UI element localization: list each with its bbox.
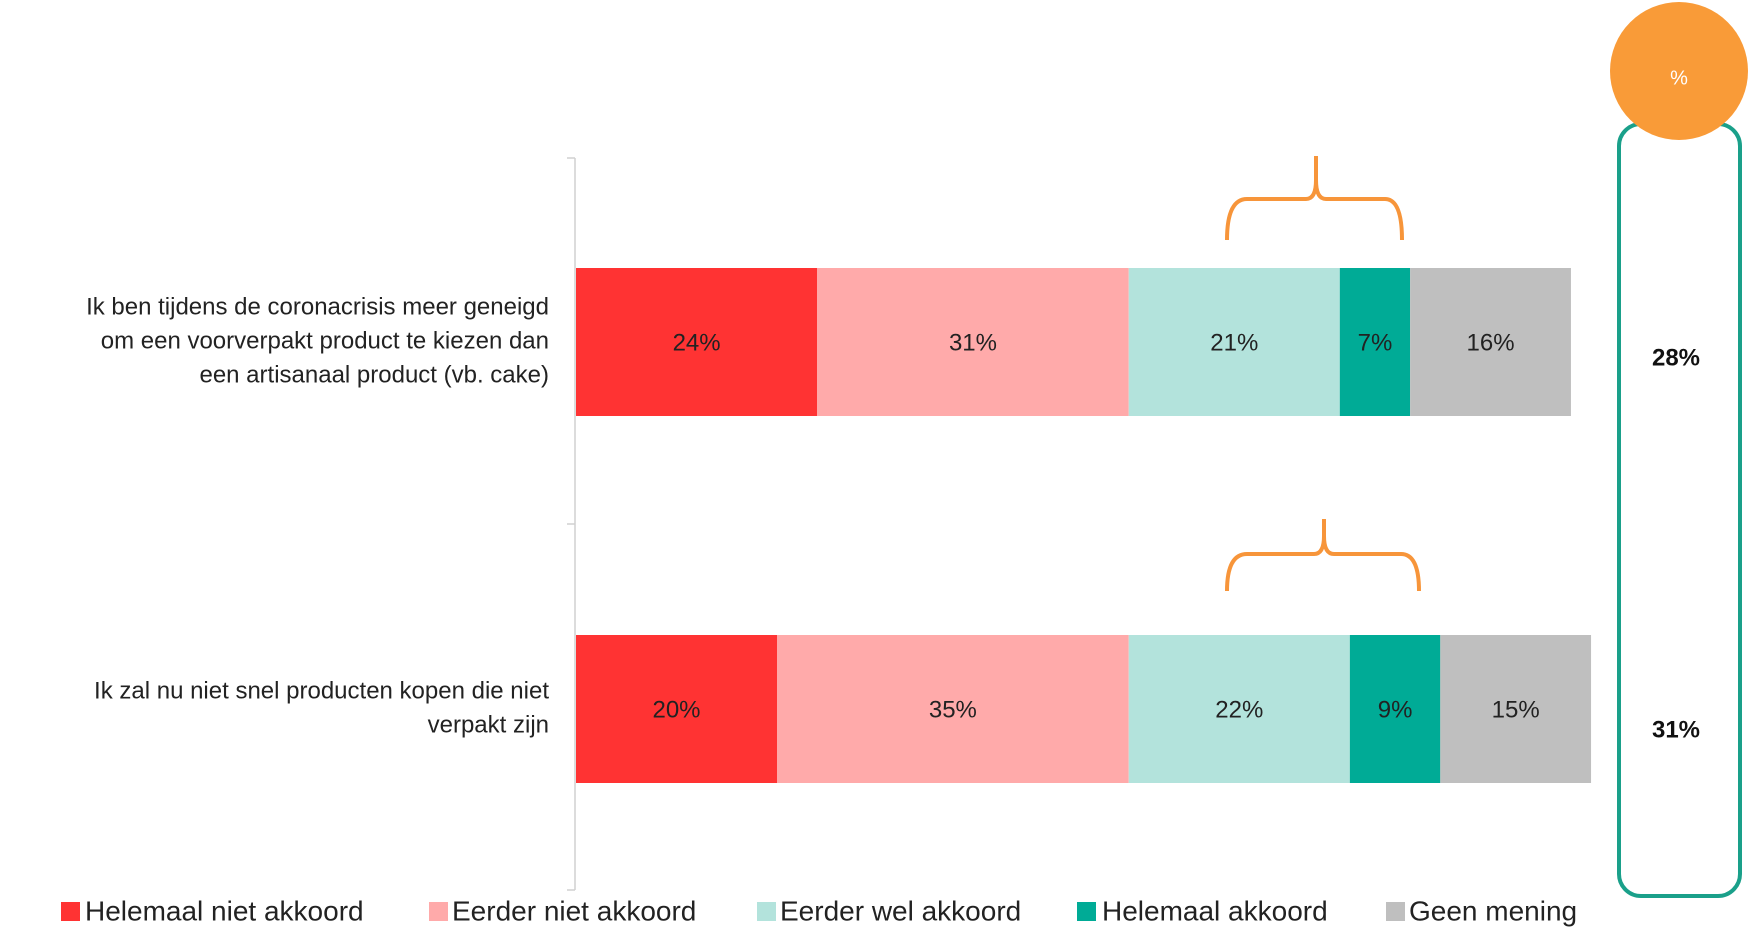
- bar-segment: [576, 268, 818, 416]
- category-label: een artisanaal product (vb. cake): [199, 361, 549, 388]
- bar-segment: [1128, 268, 1340, 416]
- data-label: 16%: [1467, 329, 1515, 356]
- category-label: Ik ben tijdens de coronacrisis meer gene…: [86, 293, 549, 320]
- legend-label: Helemaal akkoord: [1102, 895, 1328, 926]
- legend-swatch: [1386, 902, 1405, 921]
- data-label: 15%: [1492, 696, 1540, 723]
- data-label: 22%: [1215, 696, 1263, 723]
- category-label: verpakt zijn: [428, 711, 549, 738]
- legend-label: Geen mening: [1409, 895, 1577, 926]
- legend-label: Eerder niet akkoord: [452, 895, 696, 926]
- data-label: 31%: [949, 329, 997, 356]
- legend-swatch: [61, 902, 80, 921]
- bar-segment: [1410, 268, 1571, 416]
- bar-segment: [1339, 268, 1411, 416]
- data-label: 35%: [929, 696, 977, 723]
- data-label: 21%: [1210, 329, 1258, 356]
- bar-segment: [1128, 635, 1350, 783]
- legend-label: Helemaal niet akkoord: [85, 895, 364, 926]
- bar-segment: [576, 635, 777, 783]
- legend-swatch: [1077, 902, 1096, 921]
- legend-swatch: [429, 902, 448, 921]
- bar-segment: [817, 268, 1129, 416]
- data-label: 20%: [652, 696, 700, 723]
- bar-segment: [1440, 635, 1592, 783]
- legend-swatch: [757, 902, 776, 921]
- totals-header-circle: [1610, 2, 1748, 140]
- data-label: 7%: [1358, 329, 1393, 356]
- brace: [1225, 156, 1404, 241]
- data-label: 24%: [673, 329, 721, 356]
- totals-box: [1617, 122, 1742, 898]
- total-label: 31%: [1652, 716, 1700, 743]
- total-label: 28%: [1652, 344, 1700, 371]
- data-label: 9%: [1378, 696, 1413, 723]
- bar-segment: [777, 635, 1129, 783]
- category-label: om een voorverpakt product te kiezen dan: [101, 327, 549, 354]
- brace: [1225, 519, 1421, 592]
- legend-label: Eerder wel akkoord: [780, 895, 1021, 926]
- bar-segment: [1349, 635, 1441, 783]
- category-label: Ik zal nu niet snel producten kopen die …: [94, 677, 549, 704]
- totals-header: %: [1670, 67, 1688, 89]
